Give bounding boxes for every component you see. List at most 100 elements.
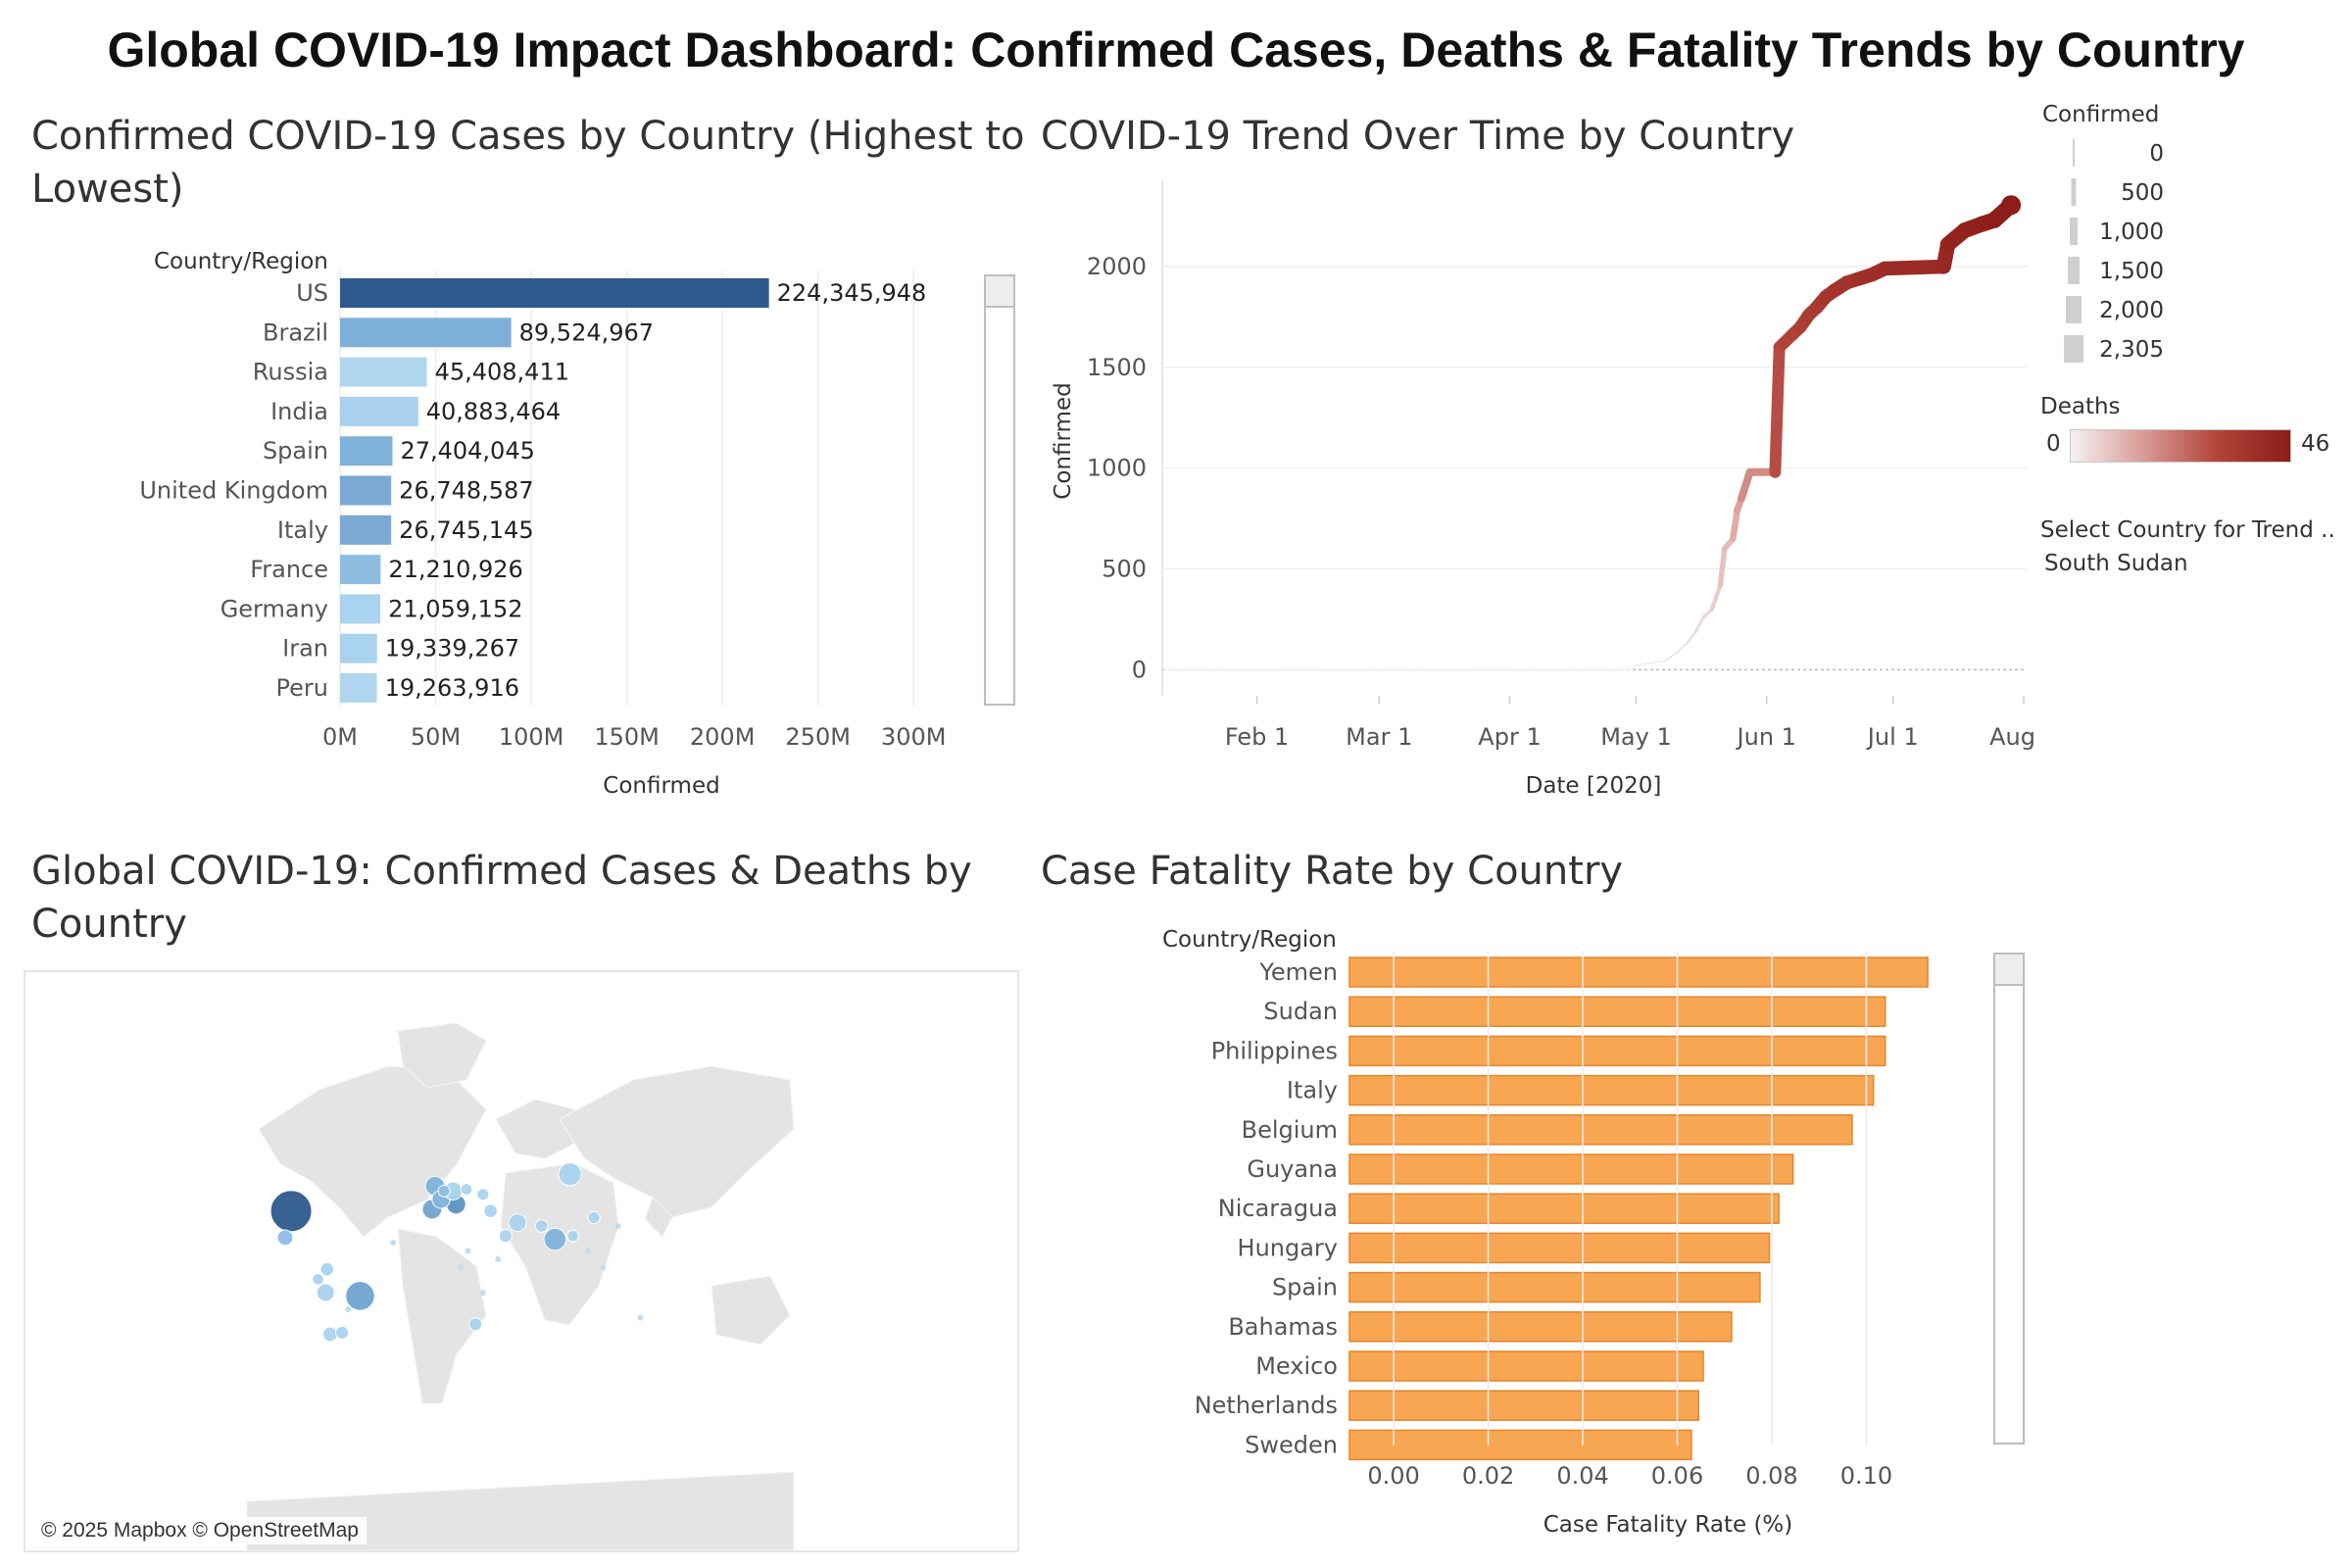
confirmed-category-label: France — [250, 556, 328, 583]
map-minor-bubble — [457, 1264, 464, 1271]
trend-line-segment — [1627, 664, 1638, 671]
cfr-category-label: Philippines — [1211, 1037, 1338, 1064]
map-country-bubble — [508, 1213, 527, 1233]
confirmed-category-label: Brazil — [263, 318, 328, 346]
size-legend-label: 0 — [2149, 141, 2164, 167]
trend-x-tick: Jun 1 — [1736, 723, 1796, 751]
confirmed-chart-title-line1: Confirmed COVID-19 Cases by Country (Hig… — [31, 114, 1025, 159]
map-landmass — [644, 1197, 673, 1238]
confirmed-category-label: Italy — [277, 516, 328, 544]
world-map-canvas[interactable] — [25, 972, 1017, 1550]
confirmed-value-label: 19,263,916 — [385, 674, 519, 702]
map-country-bubble — [319, 1261, 335, 1277]
confirmed-chart-title: Confirmed COVID-19 Cases by Country (Hig… — [31, 110, 1024, 216]
cfr-category-label: Yemen — [1258, 958, 1338, 986]
confirmed-value-label: 40,883,464 — [426, 398, 561, 425]
confirmed-scrollbar-thumb[interactable] — [986, 276, 1013, 308]
cfr-category-label: Sudan — [1263, 998, 1338, 1025]
confirmed-bar-chart[interactable]: Country/Region 0M 50M 100M 150M 200M 250M 300M C… — [0, 225, 1039, 813]
trend-y-tick: 500 — [1102, 556, 1147, 583]
confirmed-x-label: Confirmed — [603, 773, 719, 799]
trend-x-label: Date [2020] — [1526, 773, 1662, 799]
cfr-bar — [1348, 1035, 1886, 1067]
map-country-bubble — [321, 1326, 338, 1343]
confirmed-bar — [340, 514, 392, 545]
map-landmass — [397, 1022, 487, 1089]
cfr-bar — [1348, 1232, 1771, 1264]
trend-x-tick: Mar 1 — [1346, 723, 1412, 751]
trend-line-segment — [1651, 660, 1667, 664]
trend-line-segment — [1877, 259, 1951, 276]
cfr-bar — [1348, 1153, 1794, 1185]
trend-chart-title: COVID-19 Trend Over Time by Country — [1041, 114, 1795, 159]
map-country-bubble — [316, 1283, 335, 1302]
trend-end-point — [2001, 195, 2022, 216]
cfr-category-label: Netherlands — [1195, 1392, 1338, 1419]
trend-y-tick: 0 — [1132, 656, 1147, 683]
map-minor-bubble — [637, 1314, 644, 1321]
cfr-bars-group: Yemen Sudan Philippines Italy Belgium Guyana N… — [1195, 956, 1929, 1461]
map-landmass — [495, 1099, 575, 1159]
cfr-category-label: Guyana — [1247, 1155, 1338, 1183]
map-country-bubble — [270, 1190, 313, 1233]
country-filter-value[interactable]: South Sudan — [2044, 551, 2188, 576]
map-country-bubble — [498, 1229, 513, 1244]
size-legend-mark — [2073, 139, 2075, 167]
confirmed-chart-title-line2: Lowest) — [31, 167, 184, 212]
confirmed-dim-label: Country/Region — [154, 249, 328, 274]
confirmed-bar — [340, 436, 393, 466]
cfr-bar — [1348, 956, 1929, 988]
map-country-bubble — [566, 1229, 579, 1243]
confirmed-bar — [340, 318, 512, 348]
map-minor-bubble — [465, 1248, 471, 1254]
deaths-color-gradient — [2070, 429, 2291, 463]
map-minor-bubble — [345, 1306, 352, 1312]
map-title-line2: Country — [31, 902, 187, 947]
color-legend-title: Deaths — [2040, 394, 2121, 419]
size-legend-mark — [2064, 335, 2083, 363]
cfr-category-label: Mexico — [1255, 1352, 1338, 1380]
dashboard-title: Global COVID-19 Impact Dashboard: Confir… — [107, 23, 2245, 77]
confirmed-category-label: Peru — [276, 674, 328, 702]
trend-y-tick: 1000 — [1087, 455, 1147, 482]
confirmed-scrollbar[interactable] — [984, 274, 1015, 706]
map-country-bubble — [476, 1188, 490, 1201]
map-minor-bubble — [495, 1256, 502, 1262]
trend-line-segment — [1693, 615, 1705, 634]
map-country-bubble — [460, 1183, 473, 1196]
confirmed-category-label: Germany — [220, 595, 328, 622]
map-country-bubble — [312, 1273, 324, 1286]
map-landmass — [559, 1065, 795, 1218]
cfr-x-tick: 0.04 — [1556, 1462, 1608, 1490]
cfr-category-label: Nicaragua — [1218, 1195, 1338, 1222]
size-legend-title: Confirmed — [2042, 102, 2160, 127]
color-legend-max: 46 — [2301, 431, 2330, 457]
trend-line-segment — [1769, 341, 1786, 478]
size-legend-label: 1,500 — [2099, 259, 2164, 284]
confirmed-category-label: Russia — [253, 359, 328, 386]
map-landmass — [397, 1228, 487, 1404]
cfr-category-label: Sweden — [1245, 1431, 1338, 1458]
confirmed-category-label: Spain — [263, 437, 328, 465]
color-legend-min: 0 — [2046, 431, 2061, 457]
world-map[interactable]: © 2025 Mapbox © OpenStreetMap — [24, 970, 1019, 1552]
cfr-category-label: Hungary — [1238, 1234, 1338, 1261]
map-country-bubble — [587, 1210, 601, 1225]
cfr-scrollbar[interactable] — [1993, 953, 2025, 1445]
cfr-scrollbar-thumb[interactable] — [1995, 955, 2023, 986]
cfr-bar-chart[interactable]: Yemen Sudan Philippines Italy Belgium Guyana N… — [1039, 911, 2038, 1568]
trend-line-segment — [1709, 582, 1723, 612]
trend-line-chart[interactable]: 0 500 1000 1500 2000 Feb 1 Mar 1 Apr 1 May 1 Jun … — [1039, 167, 2038, 813]
confirmed-bar — [340, 475, 392, 506]
confirmed-value-label: 27,404,045 — [400, 437, 534, 465]
confirmed-x-tick: 50M — [411, 723, 461, 751]
cfr-x-tick: 0.00 — [1367, 1462, 1419, 1490]
country-filter-title: Select Country for Trend .. — [2040, 517, 2335, 543]
map-attribution[interactable]: © 2025 Mapbox © OpenStreetMap — [33, 1517, 367, 1544]
confirmed-value-label: 224,345,948 — [777, 279, 927, 307]
confirmed-category-label: United Kingdom — [139, 477, 328, 505]
confirmed-category-label: India — [270, 398, 328, 425]
confirmed-bar — [340, 594, 381, 624]
trend-y-tick: 2000 — [1087, 253, 1147, 280]
size-legend-mark — [2066, 296, 2082, 323]
